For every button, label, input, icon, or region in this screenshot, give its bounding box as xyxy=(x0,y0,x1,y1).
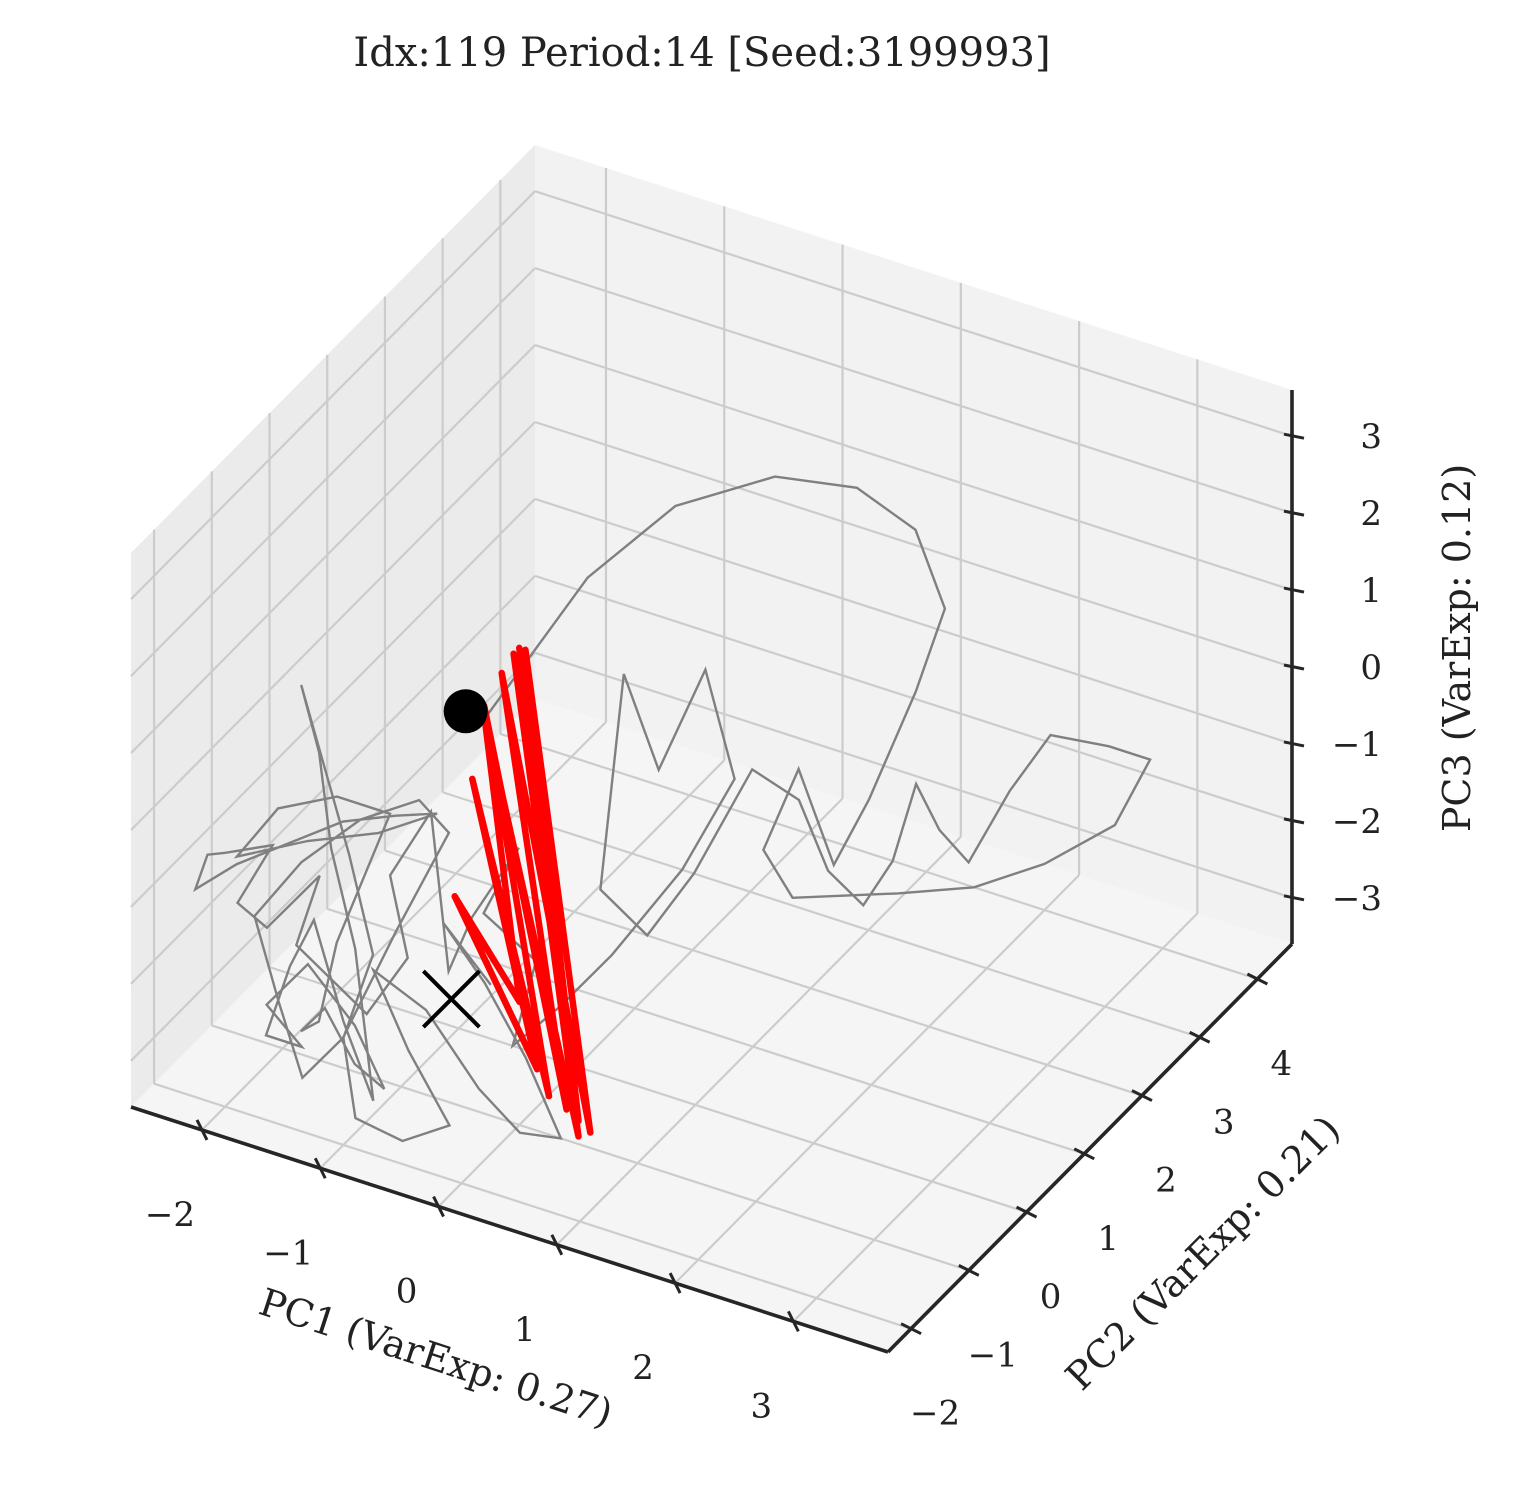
y-tick-mark xyxy=(900,1322,922,1336)
z-tick-label: 0 xyxy=(1360,648,1382,688)
y-tick-mark xyxy=(1246,972,1269,986)
z-tick-mark xyxy=(1283,740,1305,748)
grid-line-y-floor xyxy=(153,1082,912,1330)
y-tick-label: −1 xyxy=(968,1335,1018,1375)
x-tick-label: 0 xyxy=(396,1272,418,1312)
grid-line-z-side xyxy=(130,267,536,677)
grid-line-x-floor xyxy=(674,874,1080,1284)
x-tick-label: 3 xyxy=(751,1386,773,1426)
grid-line-z-side xyxy=(130,190,536,600)
grid-line-z-back xyxy=(534,344,1293,592)
y-tick-label: 0 xyxy=(1040,1277,1062,1317)
y-tick-label: 4 xyxy=(1271,1044,1293,1084)
y-axis-line xyxy=(886,942,1294,1354)
axis-lines xyxy=(130,390,1305,1354)
z-tick-label: −1 xyxy=(1332,725,1382,765)
z-tick-label: −2 xyxy=(1332,802,1382,842)
trajectory-line xyxy=(193,475,1152,1143)
grid-line-x-floor xyxy=(556,836,962,1246)
x-tick-label: −2 xyxy=(145,1195,195,1235)
grid-line-y-floor xyxy=(384,849,1143,1097)
y-tick-label: 2 xyxy=(1155,1161,1177,1201)
y-tick-label: 1 xyxy=(1097,1219,1119,1259)
y-tick-mark xyxy=(1015,1205,1038,1219)
x-tick-mark xyxy=(313,1157,327,1179)
y-tick-mark xyxy=(1188,1030,1211,1044)
z-tick-label: 2 xyxy=(1360,494,1382,534)
grid-line-z-side xyxy=(130,344,536,754)
x-tick-mark xyxy=(668,1272,682,1294)
grid-line-z-back xyxy=(534,651,1293,899)
grid-line-y-floor xyxy=(500,732,1258,981)
chart-title: Idx:119 Period:14 [Seed:3199993] xyxy=(353,30,1050,76)
grid-line-x-floor xyxy=(437,797,844,1208)
grid-line-z-back xyxy=(534,497,1293,745)
grid-line-x-floor xyxy=(792,912,1199,1323)
grid-line-z-back xyxy=(534,420,1293,669)
z-tick-label: 1 xyxy=(1360,571,1382,611)
grid-line-z-back xyxy=(534,267,1293,515)
grid-line-y-floor xyxy=(269,966,1027,1214)
grid-line-x-floor xyxy=(319,759,726,1170)
x-tick-label: 2 xyxy=(632,1348,654,1388)
z-tick-label: −3 xyxy=(1332,879,1382,919)
z-tick-mark xyxy=(1283,817,1305,825)
grid-line-y-floor xyxy=(211,1024,970,1272)
z-tick-label: 3 xyxy=(1360,417,1382,457)
z-tick-mark xyxy=(1283,894,1305,902)
x-axis-label: PC1 (VarExp: 0.27) xyxy=(254,1280,618,1436)
y-tick-mark xyxy=(1073,1147,1095,1161)
periodic-orbit-line xyxy=(451,644,594,1140)
y-tick-mark xyxy=(958,1264,980,1277)
z-tick-mark xyxy=(1283,509,1305,517)
grid-line-y-floor xyxy=(442,791,1200,1039)
grid-line-z-side xyxy=(130,575,536,985)
z-axis-label: PC3 (VarExp: 0.12) xyxy=(1435,464,1479,832)
start-point-marker xyxy=(443,689,488,734)
end-point-marker xyxy=(421,969,481,1029)
x-tick-mark xyxy=(195,1119,209,1141)
y-tick-label: −2 xyxy=(910,1394,960,1434)
z-tick-mark xyxy=(1283,586,1305,594)
grid-line-z-back xyxy=(534,190,1293,438)
grid-line-y-floor xyxy=(326,907,1085,1155)
x-tick-mark xyxy=(432,1195,445,1218)
grid-line-z-side xyxy=(130,421,536,831)
x-tick-label: −1 xyxy=(263,1233,313,1273)
z-tick-mark xyxy=(1283,432,1305,440)
y-tick-mark xyxy=(1131,1089,1153,1102)
x-tick-mark xyxy=(550,1234,564,1256)
x-axis-line xyxy=(130,1105,889,1354)
data-series xyxy=(193,475,1152,1143)
grid-line-z-side xyxy=(130,498,536,908)
x-tick-label: 1 xyxy=(514,1310,536,1350)
y-tick-label: 3 xyxy=(1213,1102,1235,1142)
z-tick-mark xyxy=(1283,663,1305,671)
x-tick-mark xyxy=(787,1310,800,1333)
